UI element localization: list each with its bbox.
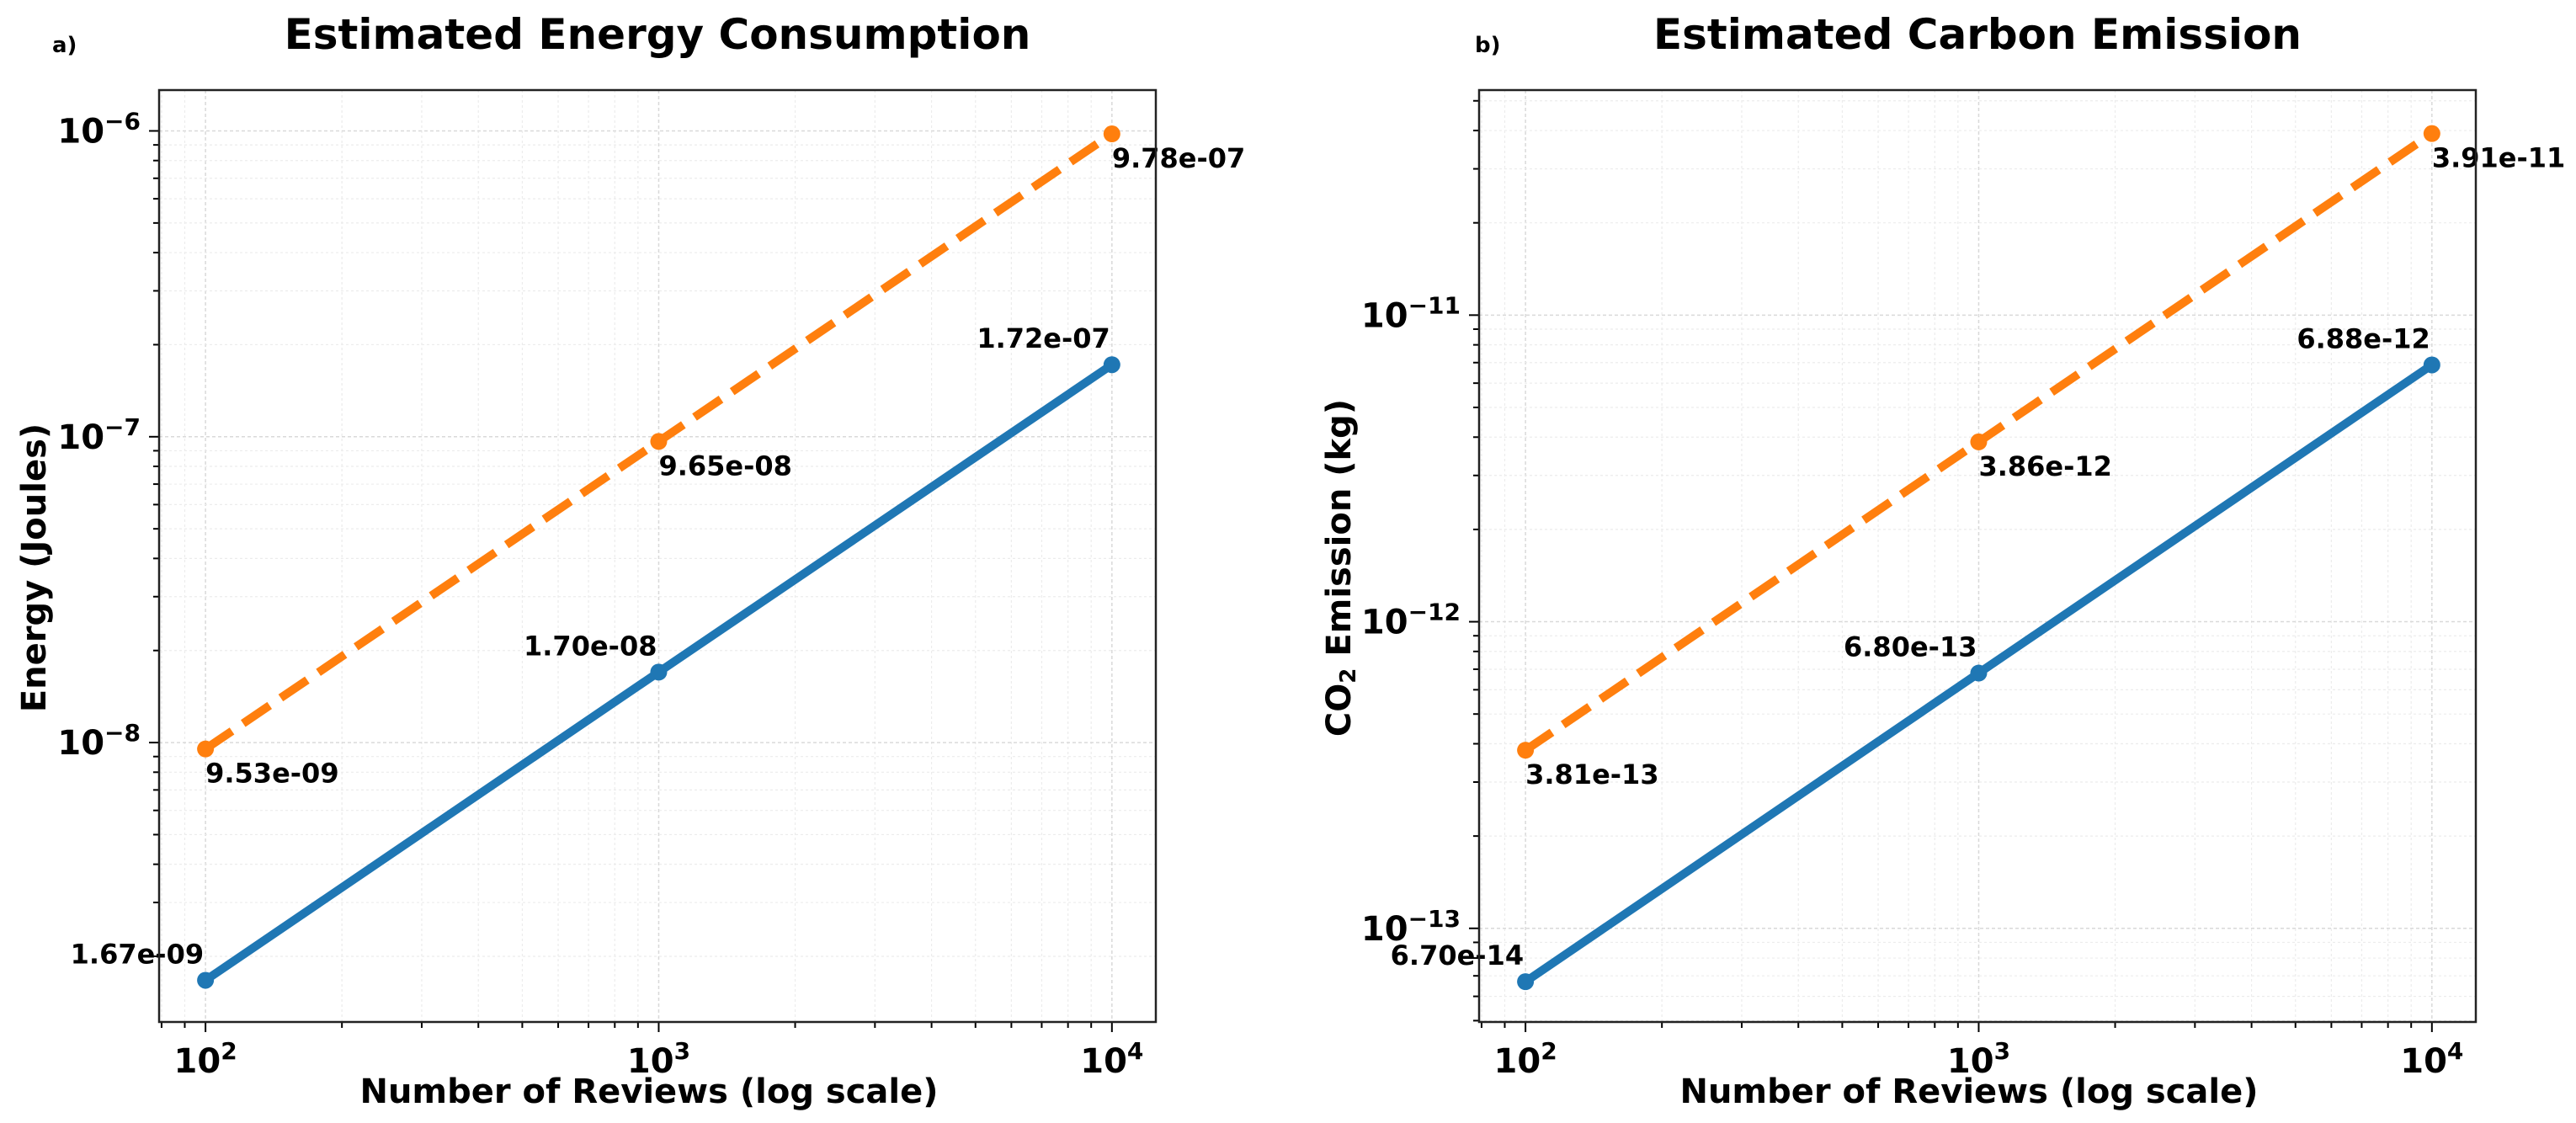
data-label: 6.88e-12 [2297, 322, 2430, 354]
data-point [2423, 356, 2440, 374]
series-blue-solid: 6.70e-14 6.80e-13 6.88e-12 [1391, 322, 2440, 991]
tick-exponent: −6 [104, 108, 141, 136]
tick-exponent: −13 [1408, 905, 1461, 933]
tick-base: 10 [1361, 910, 1408, 949]
y-tick-label: 10−6 [57, 108, 141, 152]
x-axis-label: Number of Reviews (log scale) [1679, 1072, 2258, 1111]
tick-exponent: −8 [104, 719, 141, 747]
tick-base: 10 [1947, 1042, 1994, 1081]
tick-base: 10 [1080, 1042, 1127, 1081]
data-point [650, 663, 668, 681]
tick-exponent: −7 [104, 413, 141, 441]
x-tick-label: 103 [1947, 1037, 2010, 1081]
data-label: 1.72e-07 [977, 322, 1110, 354]
y-tick-label: 10−8 [57, 719, 141, 763]
data-label: 1.67e-09 [71, 938, 204, 970]
tick-base: 10 [1361, 604, 1408, 642]
y-axis-label-rest: Emission (kg) [1320, 399, 1359, 668]
tick-base: 10 [57, 724, 104, 763]
series-orange-dashed: 9.53e-09 9.65e-08 9.78e-07 [197, 125, 1245, 790]
tick-base: 10 [174, 1042, 221, 1081]
data-point [1970, 664, 1988, 682]
plot-frame [157, 88, 1158, 1024]
tick-exponent: 2 [1541, 1037, 1557, 1065]
data-point [1517, 742, 1535, 759]
y-axis-label: CO2 Emission (kg) [1320, 399, 1361, 737]
data-label: 6.70e-14 [1391, 939, 1524, 971]
gridlines [1469, 90, 2476, 1032]
panel-label: b) [1475, 33, 1501, 58]
panel-label: a) [52, 33, 77, 58]
x-tick-label: 103 [627, 1037, 690, 1081]
tick-exponent: 3 [1994, 1037, 2010, 1065]
data-point [197, 740, 215, 758]
data-point [2423, 125, 2440, 142]
tick-base: 10 [57, 418, 104, 457]
data-label: 1.70e-08 [524, 630, 657, 662]
series-blue-solid: 1.67e-09 1.70e-08 1.72e-07 [71, 322, 1120, 989]
data-label: 6.80e-13 [1844, 631, 1977, 663]
x-tick-label: 104 [1080, 1037, 1143, 1081]
chart-title: Estimated Energy Consumption [285, 10, 1031, 59]
tick-base: 10 [2400, 1042, 2447, 1081]
y-tick-label: 10−13 [1361, 905, 1461, 949]
y-tick-label: 10−12 [1361, 599, 1461, 642]
plot-frame [1477, 88, 2478, 1024]
chart-panel-b: 6.70e-14 6.80e-13 6.88e-12 3.81e-13 3.86e-12… [1320, 10, 2565, 1111]
chart-panel-a: 1.67e-09 1.70e-08 1.72e-07 9.53e-09 9.65e-08… [15, 10, 1245, 1111]
tick-exponent: 3 [674, 1037, 690, 1065]
data-point [1970, 433, 1988, 450]
data-point [650, 433, 668, 450]
gridlines [149, 90, 1156, 1032]
data-point [1517, 973, 1535, 991]
y-axis-label-main: CO [1320, 684, 1359, 737]
data-point [1103, 125, 1120, 143]
tick-exponent: 4 [1127, 1037, 1143, 1065]
x-tick-label: 102 [1494, 1037, 1557, 1081]
tick-exponent: 4 [2447, 1037, 2463, 1065]
data-label: 3.81e-13 [1525, 758, 1658, 790]
x-axis-label: Number of Reviews (log scale) [359, 1072, 938, 1111]
tick-base: 10 [627, 1042, 674, 1081]
tick-exponent: 2 [221, 1037, 237, 1065]
tick-base: 10 [1494, 1042, 1541, 1081]
y-axis-label-subscript: 2 [1336, 668, 1361, 684]
x-tick-label: 102 [174, 1037, 237, 1081]
data-label: 9.65e-08 [658, 450, 791, 482]
data-label: 3.86e-12 [1978, 450, 2111, 482]
data-point [1103, 356, 1120, 374]
data-label: 9.78e-07 [1112, 142, 1245, 174]
y-axis-label: Energy (Joules) [15, 423, 54, 712]
y-tick-label: 10−7 [57, 413, 141, 457]
data-label: 3.91e-11 [2432, 142, 2565, 174]
tick-base: 10 [57, 113, 104, 152]
tick-exponent: −11 [1408, 291, 1461, 319]
tick-exponent: −12 [1408, 599, 1461, 626]
data-point [197, 971, 215, 989]
series-orange-dashed: 3.81e-13 3.86e-12 3.91e-11 [1517, 125, 2565, 790]
y-tick-label: 10−11 [1361, 291, 1461, 335]
x-tick-label: 104 [2400, 1037, 2463, 1081]
data-label: 9.53e-09 [205, 758, 338, 790]
chart-title: Estimated Carbon Emission [1653, 10, 2302, 59]
tick-base: 10 [1361, 296, 1408, 335]
